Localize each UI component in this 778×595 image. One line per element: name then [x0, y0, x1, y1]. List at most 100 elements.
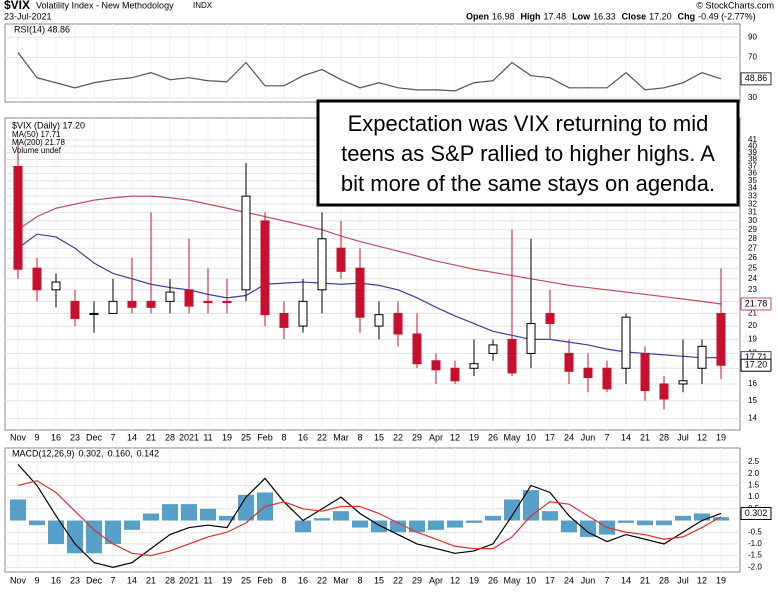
- y-tick-label: 16: [748, 379, 757, 388]
- candle-body: [108, 300, 118, 314]
- histogram-bar: [162, 504, 178, 521]
- candle-body: [450, 367, 460, 382]
- candle-body: [13, 165, 23, 270]
- x-tick-label: 23: [70, 432, 80, 442]
- x-tick-label: 17: [545, 575, 555, 585]
- candle-body: [165, 291, 175, 302]
- x-tick-label: Nov: [10, 432, 27, 442]
- value-badge-text: 0.302: [745, 508, 768, 518]
- x-tick-label: 19: [469, 432, 479, 442]
- x-tick-label: 14: [621, 575, 631, 585]
- x-tick-label: 8: [281, 432, 286, 442]
- candle-body: [678, 380, 688, 385]
- x-tick-label: 11: [203, 432, 212, 442]
- candle-body: [336, 247, 346, 272]
- candle-body: [355, 267, 365, 318]
- candle-body: [241, 195, 251, 291]
- x-tick-label: 19: [716, 432, 726, 442]
- security-name: Volatility Index - New Methodology: [36, 0, 174, 10]
- x-tick-label: 19: [222, 432, 232, 442]
- histogram-bar: [542, 511, 558, 521]
- x-tick-label: Jul: [677, 575, 689, 585]
- y-tick-label: -0.5: [748, 527, 762, 536]
- x-tick-label: 7: [604, 432, 609, 442]
- histogram-bar: [466, 520, 482, 523]
- y-tick-label: 1.0: [748, 492, 760, 501]
- candle-body: [716, 312, 726, 366]
- y-tick-label: 26: [748, 253, 757, 262]
- quote: Open 16.98 High 17.48 Low 16.33 Close 17.20 Chg -…: [466, 11, 756, 21]
- candle-body: [127, 300, 137, 308]
- x-tick-label: 15: [374, 432, 384, 442]
- histogram-bar: [352, 520, 368, 528]
- x-tick-label: 10: [526, 575, 536, 585]
- x-tick-label: Feb: [257, 575, 273, 585]
- histogram-bar: [333, 511, 349, 521]
- x-tick-label: 22: [317, 575, 327, 585]
- candle-body: [260, 220, 270, 316]
- candle-body: [507, 338, 517, 374]
- histogram-bar: [295, 520, 311, 533]
- candle-body: [431, 360, 441, 371]
- legend-entry: MA(50) 17.71: [12, 130, 61, 139]
- candle-body: [621, 316, 631, 369]
- value-badge-text: 48.86: [745, 73, 768, 83]
- x-tick-label: 14: [127, 432, 137, 442]
- x-tick-label: 12: [697, 432, 707, 442]
- y-tick-label: 1.5: [748, 481, 760, 490]
- candle-body: [469, 363, 479, 369]
- x-tick-label: Apr: [429, 432, 443, 442]
- x-tick-label: Jun: [581, 575, 596, 585]
- quote-label: Chg: [678, 11, 696, 21]
- histogram-bar: [694, 513, 710, 521]
- y-tick-label: 37: [748, 162, 757, 171]
- y-tick-label: 35: [748, 176, 757, 185]
- histogram-bar: [656, 520, 672, 526]
- x-tick-label: Mar: [333, 575, 349, 585]
- x-tick-label: Jul: [677, 432, 689, 442]
- candle-body: [374, 314, 384, 327]
- series-line: [17, 195, 722, 305]
- histogram-bar: [86, 520, 102, 554]
- y-tick-label: 2.5: [748, 457, 760, 466]
- x-tick-label: 26: [488, 575, 498, 585]
- x-tick-label: 15: [374, 575, 384, 585]
- candle-body: [222, 300, 232, 304]
- histogram-bar: [143, 513, 159, 521]
- x-tick-label: 11: [203, 575, 212, 585]
- x-tick-label: Feb: [257, 432, 273, 442]
- x-tick-label: May: [503, 575, 521, 585]
- x-tick-label: 24: [564, 575, 574, 585]
- x-tick-label: 28: [165, 575, 175, 585]
- y-tick-label: 19: [748, 335, 757, 344]
- panel-frame: [4, 447, 741, 573]
- x-tick-label: 21: [146, 575, 156, 585]
- candle-body: [89, 312, 99, 315]
- series-line: [17, 233, 722, 359]
- quote-label: Open: [466, 11, 489, 21]
- x-tick-label: Dec: [86, 432, 103, 442]
- date: 23-Jul-2021: [4, 11, 52, 21]
- x-tick-label: 8: [281, 575, 286, 585]
- candle-body: [184, 289, 194, 307]
- candle-body: [564, 352, 574, 372]
- x-tick-label: 22: [317, 432, 327, 442]
- candle-body: [203, 300, 213, 304]
- y-tick-label: 33: [748, 191, 757, 200]
- histogram-bar: [314, 518, 330, 521]
- y-tick-label: -2.0: [748, 562, 762, 571]
- x-tick-label: 22: [393, 432, 403, 442]
- histogram-bar: [675, 515, 691, 521]
- y-tick-label: 21: [748, 309, 757, 318]
- legend-entry: 0.142: [137, 448, 160, 458]
- x-tick-label: 21: [640, 575, 650, 585]
- value-badge: [740, 72, 772, 86]
- y-tick-label: 25: [748, 263, 757, 272]
- histogram-bar: [48, 520, 64, 544]
- histogram-bar: [409, 520, 425, 533]
- histogram-bar: [713, 517, 729, 521]
- y-tick-label: 14: [748, 414, 757, 423]
- candle-body: [70, 300, 80, 319]
- x-tick-label: 22: [393, 575, 403, 585]
- y-tick-label: 20: [748, 321, 757, 330]
